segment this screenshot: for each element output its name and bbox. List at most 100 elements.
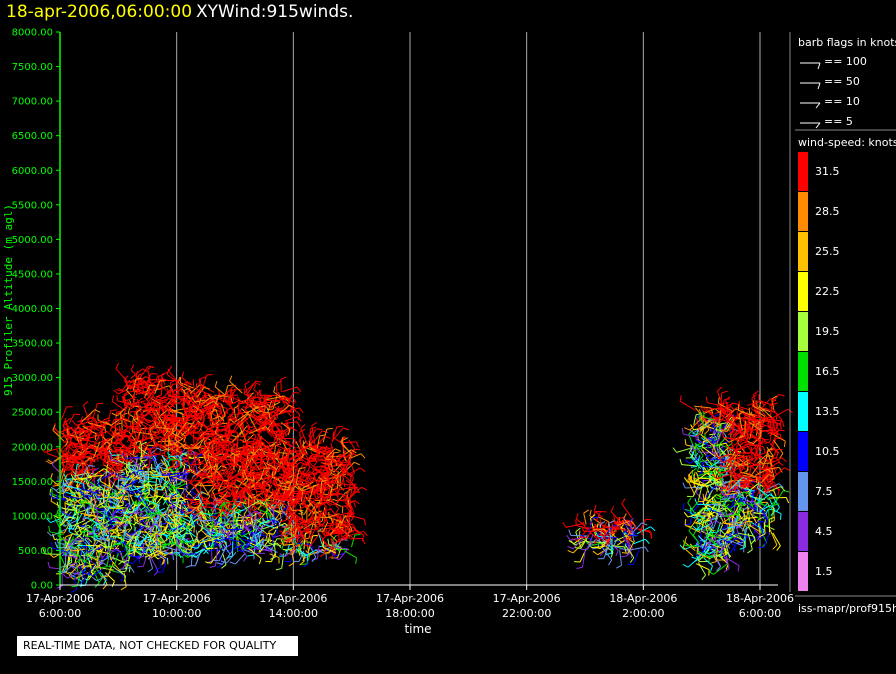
- wind-barb: [273, 494, 289, 497]
- wind-barb-flag: [203, 549, 209, 555]
- wind-barb-flag: [190, 471, 197, 476]
- wind-barb-flag: [186, 422, 193, 425]
- wind-barb-flag: [201, 492, 208, 495]
- wind-barb-flag: [138, 492, 143, 498]
- wind-barb-flag: [273, 505, 279, 511]
- wind-barb-flag: [261, 454, 268, 459]
- wind-barb-flag: [150, 432, 156, 437]
- wind-barb: [199, 537, 217, 544]
- wind-barb: [103, 525, 110, 535]
- wind-barb: [320, 481, 323, 493]
- wind-barb-flag: [112, 444, 117, 451]
- wind-barb: [164, 406, 176, 414]
- wind-barb: [313, 430, 323, 443]
- wind-barb-flag: [107, 503, 111, 509]
- wind-barb-flag: [112, 511, 114, 518]
- wind-barb: [162, 419, 174, 433]
- wind-barb: [210, 535, 215, 548]
- wind-barb: [64, 478, 73, 490]
- wind-barb-flag: [330, 550, 335, 557]
- wind-barb-flag: [159, 435, 166, 441]
- wind-barb-flag: [114, 472, 120, 477]
- wind-barb-flag: [194, 482, 200, 488]
- wind-barb-flag: [247, 504, 252, 511]
- wind-barb: [181, 388, 191, 400]
- wind-barb-flag: [106, 443, 111, 450]
- wind-barb: [268, 531, 271, 543]
- wind-barb: [220, 466, 228, 478]
- wind-barb: [250, 414, 263, 425]
- wind-barb-flag: [178, 417, 184, 423]
- wind-barb: [287, 494, 300, 501]
- wind-barb-flag: [185, 423, 189, 430]
- wind-barb-flag: [141, 378, 147, 384]
- wind-barb-flag: [242, 444, 245, 451]
- wind-barb-flag: [47, 561, 51, 568]
- wind-barb-flag: [330, 517, 334, 524]
- wind-barb: [44, 447, 61, 453]
- wind-barb: [280, 481, 292, 485]
- wind-barb: [172, 438, 183, 446]
- wind-barb: [282, 386, 298, 393]
- wind-barb-flag: [177, 516, 182, 523]
- wind-barb: [291, 441, 298, 455]
- wind-barb-flag: [183, 413, 189, 419]
- wind-barb: [259, 410, 274, 419]
- wind-barb: [323, 542, 336, 551]
- wind-barb-flag: [125, 531, 132, 536]
- wind-barb-flag: [166, 456, 169, 463]
- wind-barb: [196, 401, 208, 407]
- wind-barb-flag: [54, 542, 59, 549]
- wind-barb-flag: [140, 511, 145, 518]
- wind-barb: [260, 468, 265, 480]
- wind-barb: [303, 502, 311, 515]
- wind-barb: [333, 552, 345, 557]
- wind-barbs: [40, 363, 793, 593]
- wind-barb: [114, 520, 125, 530]
- wind-barb: [295, 468, 300, 485]
- wind-barb-flag: [113, 471, 116, 478]
- wind-barb-flag: [146, 518, 150, 525]
- wind-barb-flag: [232, 499, 236, 506]
- wind-barb-flag: [79, 431, 85, 436]
- wind-barb-flag: [215, 455, 222, 459]
- wind-barb-flag: [155, 487, 162, 491]
- wind-barb: [325, 547, 338, 554]
- wind-barb-flag: [321, 479, 328, 483]
- wind-barb-flag: [226, 490, 232, 496]
- wind-barb-flag: [287, 475, 294, 479]
- wind-barb: [275, 383, 278, 394]
- wind-barb: [302, 501, 311, 513]
- wind-barb: [197, 495, 207, 512]
- wind-barb-flag: [110, 409, 117, 412]
- wind-barb: [102, 506, 111, 519]
- wind-barb: [144, 426, 148, 439]
- wind-barb: [233, 448, 249, 459]
- wind-barb-flag: [52, 533, 55, 540]
- wind-barb: [325, 455, 337, 466]
- wind-barb-flag: [102, 517, 105, 524]
- wind-barb-flag: [214, 426, 218, 433]
- wind-barb: [277, 503, 282, 518]
- wind-barb: [612, 545, 630, 551]
- wind-barb: [264, 517, 279, 523]
- wind-barb-flag: [265, 426, 271, 432]
- wind-barb: [194, 504, 208, 516]
- wind-barb: [245, 434, 254, 443]
- wind-barb-flag: [186, 479, 193, 483]
- wind-barb: [80, 465, 90, 480]
- wind-barb: [50, 518, 61, 524]
- wind-barb-flag: [119, 570, 126, 573]
- wind-barb: [130, 515, 143, 525]
- wind-barb: [113, 553, 119, 567]
- wind-barb-flag: [323, 452, 325, 460]
- wind-barb: [288, 530, 299, 537]
- wind-barb-flag: [295, 501, 302, 506]
- wind-barb: [125, 396, 137, 402]
- wind-barb-flag: [190, 554, 197, 558]
- wind-barb: [325, 488, 337, 499]
- wind-barb: [176, 465, 181, 477]
- wind-barb-flag: [268, 527, 275, 532]
- wind-barb: [190, 481, 202, 495]
- wind-barb-flag: [99, 497, 103, 504]
